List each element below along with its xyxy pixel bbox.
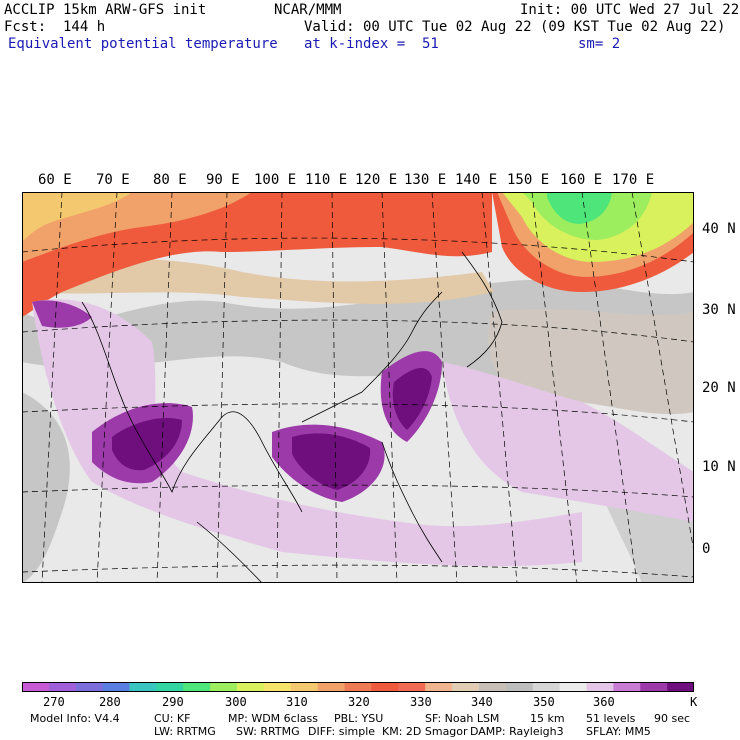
colorbar-label: 310 bbox=[286, 695, 308, 709]
coastline bbox=[381, 441, 443, 563]
footer-item: DIFF: simple bbox=[308, 725, 376, 738]
footer-item: 51 levels bbox=[586, 712, 636, 725]
dark-purple-zone bbox=[112, 417, 182, 471]
colorbar-swatch bbox=[478, 682, 507, 692]
dark-purple-zone bbox=[292, 433, 371, 490]
field-name: Equivalent potential temperature bbox=[8, 36, 278, 52]
colorbar-unit: K bbox=[690, 695, 698, 709]
green-core bbox=[547, 192, 612, 224]
colorbar-swatch bbox=[237, 682, 265, 692]
colorbar-swatch bbox=[613, 682, 641, 692]
colorbar-swatch bbox=[505, 682, 534, 692]
lon-label: 130 E bbox=[404, 172, 447, 188]
colorbar-label: 270 bbox=[43, 695, 65, 709]
lat-label: 40 N bbox=[702, 221, 736, 237]
graticule bbox=[22, 192, 694, 583]
level-label: at k-index = 51 bbox=[304, 36, 439, 52]
smoothing-label: sm= 2 bbox=[578, 36, 621, 52]
colorbar-swatch bbox=[667, 682, 694, 692]
colorbar-label: 350 bbox=[533, 695, 555, 709]
colorbar-swatch bbox=[344, 682, 372, 692]
footer-item: SFLAY: MM5 bbox=[586, 725, 651, 738]
coastline bbox=[301, 291, 443, 423]
lon-label: 90 E bbox=[206, 172, 240, 188]
lon-label: 70 E bbox=[96, 172, 130, 188]
tan-zone bbox=[22, 252, 494, 304]
footer-item: 90 sec bbox=[654, 712, 691, 725]
colorbar-label: 320 bbox=[348, 695, 370, 709]
lon-label: 140 E bbox=[455, 172, 498, 188]
colorbar-swatch bbox=[263, 682, 292, 692]
gray-band bbox=[488, 309, 694, 415]
dark-purple-zone bbox=[392, 367, 432, 430]
gray-band bbox=[22, 392, 70, 583]
lat-label: 10 N bbox=[702, 459, 736, 475]
footer-item: 15 km bbox=[530, 712, 565, 725]
lat-label: 0 bbox=[702, 541, 711, 557]
footer-item: KM: 2D Smagor bbox=[382, 725, 468, 738]
colorbar-swatch bbox=[398, 682, 426, 692]
lon-label: 120 E bbox=[355, 172, 398, 188]
colorbar-swatch bbox=[210, 682, 238, 692]
footer-item: DAMP: Rayleigh3 bbox=[470, 725, 564, 738]
colorbar-label: 360 bbox=[593, 695, 615, 709]
colorbar-swatch bbox=[22, 682, 50, 692]
lat-label: 20 N bbox=[702, 380, 736, 396]
colorbar-label: 290 bbox=[162, 695, 184, 709]
theta-e-map bbox=[22, 192, 694, 583]
forecast-hour: Fcst: 144 h bbox=[4, 19, 106, 35]
colorbar-swatch bbox=[156, 682, 184, 692]
footer-item: CU: KF bbox=[154, 712, 191, 725]
colorbar-swatch bbox=[183, 682, 211, 692]
pale-purple-zone bbox=[32, 299, 582, 567]
coastline bbox=[461, 251, 503, 368]
colorbar-swatch bbox=[532, 682, 561, 692]
footer-item: LW: RRTMG bbox=[154, 725, 216, 738]
colorbar-swatch bbox=[317, 682, 346, 692]
lon-label: 150 E bbox=[507, 172, 550, 188]
colorbar-swatch bbox=[640, 682, 668, 692]
colorbar-swatch bbox=[290, 682, 319, 692]
lon-label: 160 E bbox=[560, 172, 603, 188]
coastline bbox=[196, 521, 263, 583]
colorbar-swatch bbox=[129, 682, 157, 692]
colorbar-swatch bbox=[425, 682, 453, 692]
colorbar-label: 280 bbox=[99, 695, 121, 709]
init-time: Init: 00 UTC Wed 27 Jul 22 bbox=[520, 2, 740, 18]
colorbar bbox=[22, 682, 694, 692]
colorbar-swatch bbox=[102, 682, 131, 692]
center-label: NCAR/MMM bbox=[274, 2, 342, 18]
footer-item: PBL: YSU bbox=[334, 712, 384, 725]
colorbar-swatch bbox=[559, 682, 587, 692]
colorbar-swatch bbox=[452, 682, 480, 692]
footer-item: SF: Noah LSM bbox=[425, 712, 500, 725]
colorbar-swatch bbox=[371, 682, 399, 692]
colorbar-frame bbox=[22, 682, 694, 692]
valid-time: Valid: 00 UTC Tue 02 Aug 22 (09 KST Tue … bbox=[304, 19, 726, 35]
pale-purple-zone bbox=[442, 362, 694, 522]
colorbar-label: 300 bbox=[225, 695, 247, 709]
footer-item: Model Info: V4.4 bbox=[30, 712, 120, 725]
colorbar-label: 340 bbox=[471, 695, 493, 709]
map-frame bbox=[22, 192, 694, 583]
footer-item: MP: WDM 6class bbox=[228, 712, 318, 725]
light-orange-zone bbox=[22, 192, 132, 242]
lon-label: 80 E bbox=[153, 172, 187, 188]
lon-label: 60 E bbox=[38, 172, 72, 188]
lat-label: 30 N bbox=[702, 302, 736, 318]
footer-item: SW: RRTMG bbox=[236, 725, 300, 738]
colorbar-swatch bbox=[75, 682, 104, 692]
coastline bbox=[81, 301, 303, 513]
lon-label: 170 E bbox=[612, 172, 655, 188]
colorbar-label: 330 bbox=[410, 695, 432, 709]
colorbar-swatch bbox=[586, 682, 614, 692]
lon-label: 100 E bbox=[254, 172, 297, 188]
purple-zone bbox=[32, 300, 92, 328]
model-title: ACCLIP 15km ARW-GFS init bbox=[4, 2, 207, 18]
lon-label: 110 E bbox=[305, 172, 348, 188]
colorbar-swatch bbox=[48, 682, 77, 692]
